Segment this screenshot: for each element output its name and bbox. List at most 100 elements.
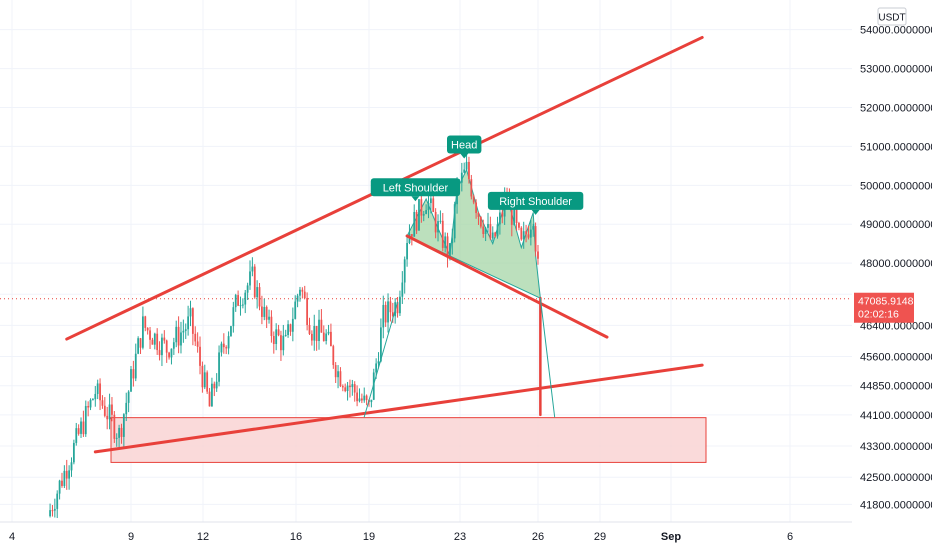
candlesticks — [49, 150, 539, 519]
candle-down — [277, 329, 280, 336]
candle-up — [437, 221, 439, 233]
candle-down — [306, 298, 309, 326]
candle-up — [496, 224, 499, 237]
time-tick-label: 4 — [9, 531, 15, 543]
price-tick-label: 49000.00000000 — [860, 219, 932, 231]
candle-up — [127, 391, 130, 403]
candle-down — [432, 198, 435, 212]
candle-down — [537, 251, 539, 259]
candle-up — [377, 361, 380, 364]
candle-up — [358, 398, 361, 402]
candle-down — [258, 287, 261, 307]
candle-up — [232, 307, 235, 327]
candle-down — [199, 346, 201, 366]
price-tick-label: 43300.00000000 — [860, 441, 932, 453]
candle-down — [151, 339, 154, 345]
candle-up — [172, 342, 175, 349]
candle-up — [413, 212, 416, 237]
candle-up — [175, 326, 178, 343]
currency-badge-text: USDT — [878, 13, 905, 24]
pattern-label-text: Head — [451, 139, 477, 151]
pattern-label-bg — [370, 178, 461, 197]
candle-up — [92, 399, 94, 401]
candle-up — [487, 224, 489, 228]
candle-up — [287, 324, 289, 335]
candle-down — [163, 337, 166, 341]
candle-down — [206, 372, 209, 392]
candle-up — [249, 271, 251, 286]
time-tick-label: 9 — [128, 531, 134, 543]
candle-up — [96, 383, 99, 394]
candle-up — [75, 428, 78, 443]
price-tick-label: 46400.00000000 — [860, 320, 932, 332]
price-tick-label: 48000.00000000 — [860, 258, 932, 270]
price-tick-label: 42500.00000000 — [860, 472, 932, 484]
candle-down — [139, 338, 142, 348]
pattern-path-exit — [539, 297, 556, 418]
candle-up — [532, 226, 535, 230]
candle-down — [520, 227, 523, 240]
candle-down — [208, 391, 211, 407]
last-price-tag: 47085.91489153 02:02:16 — [854, 292, 932, 323]
candle-down — [332, 346, 335, 366]
candle-down — [101, 400, 104, 406]
candle-up — [327, 331, 330, 334]
trend-line-drawings[interactable] — [65, 35, 704, 454]
candle-down — [261, 306, 263, 317]
candle-down — [518, 222, 520, 228]
candle-up — [84, 406, 87, 435]
price-tick-label: 50000.00000000 — [860, 180, 932, 192]
candle-down — [479, 216, 482, 227]
candle-down — [434, 211, 437, 233]
candle-down — [99, 383, 101, 401]
candle-down — [501, 212, 504, 217]
candle-up — [251, 266, 254, 272]
price-tick-label: 53000.00000000 — [860, 64, 932, 76]
candle-up — [246, 285, 249, 293]
candle-up — [53, 508, 56, 511]
candle-down — [270, 316, 273, 337]
candle-down — [475, 202, 477, 214]
candle-up — [375, 363, 378, 373]
candle-up — [372, 372, 375, 400]
price-axis[interactable]: 41800.00000000 42500.00000000 43300.000000… — [860, 25, 932, 512]
candle-up — [180, 332, 182, 346]
candle-up — [118, 427, 120, 438]
candle-down — [87, 406, 90, 408]
candle-up — [294, 301, 297, 319]
candle-down — [265, 306, 268, 320]
price-tick-label: 51000.00000000 — [860, 141, 932, 153]
candle-down — [341, 386, 344, 388]
candle-down — [120, 427, 123, 437]
candle-up — [244, 292, 247, 305]
candle-up — [263, 306, 266, 317]
candle-up — [382, 304, 385, 328]
candle-up — [337, 371, 339, 378]
candle-up — [211, 383, 213, 407]
candle-down — [470, 179, 473, 197]
currency-badge[interactable]: USDT — [877, 7, 907, 26]
candle-up — [227, 336, 230, 349]
candle-up — [522, 231, 525, 240]
candle-up — [529, 229, 532, 238]
candle-up — [351, 384, 354, 388]
pattern-label-text: Left Shoulder — [383, 182, 449, 194]
time-axis[interactable]: 4 9 12 16 19 23 26 29 Sep 6 — [0, 521, 852, 543]
candle-down — [301, 289, 304, 292]
candle-down — [320, 319, 323, 333]
candle-up — [49, 510, 51, 517]
candle-down — [237, 295, 239, 306]
candle-down — [272, 336, 275, 345]
candle-up — [241, 304, 244, 306]
candle-up — [94, 393, 97, 400]
candle-up — [439, 220, 442, 222]
candle-up — [72, 442, 75, 463]
candle-up — [499, 212, 501, 225]
candle-up — [451, 238, 454, 244]
candle-down — [168, 352, 170, 358]
candle-up — [296, 295, 299, 302]
candle-up — [218, 352, 220, 382]
pattern-label: Left Shoulder — [370, 178, 461, 202]
